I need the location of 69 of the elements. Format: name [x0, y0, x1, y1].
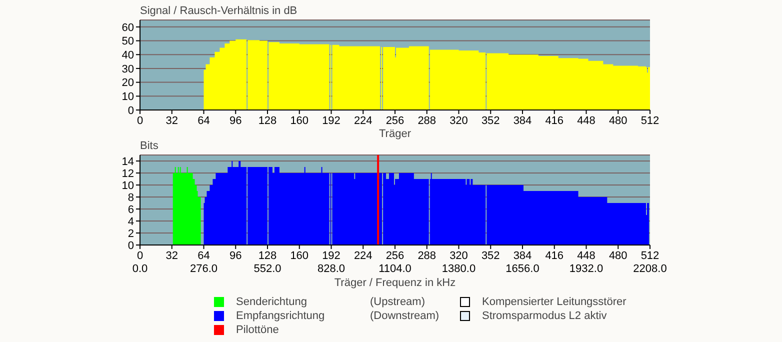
y-axis-title: Signal / Rausch-Verhältnis in dB [140, 5, 298, 17]
x-tick-label: 512 [640, 114, 660, 127]
y-tick-label: 10 [122, 91, 134, 104]
x-tick-label: 416 [545, 250, 564, 262]
x-tick-label: 448 [577, 250, 596, 262]
x-tick-label: 256 [386, 114, 404, 127]
x-tick-label: 64 [198, 114, 210, 127]
y-tick-label: 20 [122, 77, 134, 90]
x2-tick-label: 1104.0 [378, 263, 412, 275]
legend-label: Senderichtung [236, 296, 307, 308]
y-tick-label: 40 [122, 50, 134, 62]
x-tick-label: 32 [166, 114, 178, 127]
x2-tick-label: 828.0 [316, 263, 346, 275]
x2-tick-label: 552.0 [252, 263, 282, 275]
x2-tick-label: 1380.0 [440, 263, 477, 275]
x-tick-label: 352 [481, 114, 500, 127]
y-tick-label: 50 [122, 36, 134, 48]
x-tick-label: 320 [450, 250, 468, 262]
y-tick-label: 60 [122, 22, 134, 34]
y-tick-label: 10 [122, 180, 134, 192]
x-tick-label: 480 [608, 250, 628, 262]
x-tick-label: 0 [136, 250, 144, 262]
x-tick-label: 96 [230, 114, 242, 127]
x-tick-label: 288 [418, 250, 436, 262]
x2-tick-label: 0.0 [131, 263, 149, 275]
x-tick-label: 160 [290, 114, 309, 127]
y-tick-label: 30 [122, 63, 134, 76]
x-tick-label: 128 [258, 114, 277, 127]
legend-label: Empfangsrichtung [236, 310, 325, 322]
y-tick-label: 12 [122, 168, 134, 180]
x-tick-label: 64 [198, 250, 210, 262]
x-tick-label: 192 [322, 250, 340, 262]
x2-tick-label: 276.0 [188, 263, 219, 275]
y-tick-label: 14 [122, 156, 134, 168]
y-axis-title: Bits [140, 140, 158, 152]
x2-tick-label: 2208.0 [632, 263, 668, 275]
y-tick-label: 0 [128, 240, 134, 252]
x-tick-label: 352 [481, 250, 500, 262]
x-tick-label: 416 [545, 114, 564, 127]
x-tick-label: 0 [136, 114, 144, 127]
x-tick-label: 128 [258, 250, 277, 262]
x-tick-label: 480 [608, 114, 628, 127]
x-tick-label: 384 [513, 250, 532, 262]
x-tick-label: 512 [640, 250, 660, 262]
x-tick-label: 384 [513, 114, 532, 127]
y-tick-label: 2 [128, 228, 134, 240]
x-tick-label: 96 [230, 250, 242, 262]
text: (Upstream) [370, 295, 426, 309]
x-tick-label: 448 [577, 114, 596, 127]
text: (Downstream) [370, 309, 440, 323]
x2-tick-label: 1932.0 [568, 263, 604, 275]
x-tick-label: 160 [290, 250, 309, 262]
y-tick-label: 0 [128, 104, 134, 117]
x-tick-label: 320 [450, 114, 468, 127]
text: Stromsparmodus L2 aktiv [482, 310, 607, 322]
y-tick-label: 8 [128, 192, 134, 204]
x-tick-label: 288 [418, 114, 436, 127]
x-tick-label: 256 [386, 250, 404, 262]
y-tick-label: 4 [128, 216, 134, 228]
text: Kompensierter Leitungsstörer [482, 296, 626, 308]
y-tick-label: 6 [128, 204, 134, 216]
x-tick-label: 224 [354, 250, 372, 262]
legend-label: Pilottöne [236, 324, 279, 336]
x-tick-label: 224 [354, 114, 372, 127]
x-tick-label: 32 [166, 250, 178, 262]
x-tick-label: 192 [322, 114, 340, 127]
x-axis-title: Träger [378, 128, 412, 140]
x2-tick-label: 1656.0 [504, 263, 540, 275]
x-axis-title: Träger / Frequenz in kHz [333, 277, 457, 289]
